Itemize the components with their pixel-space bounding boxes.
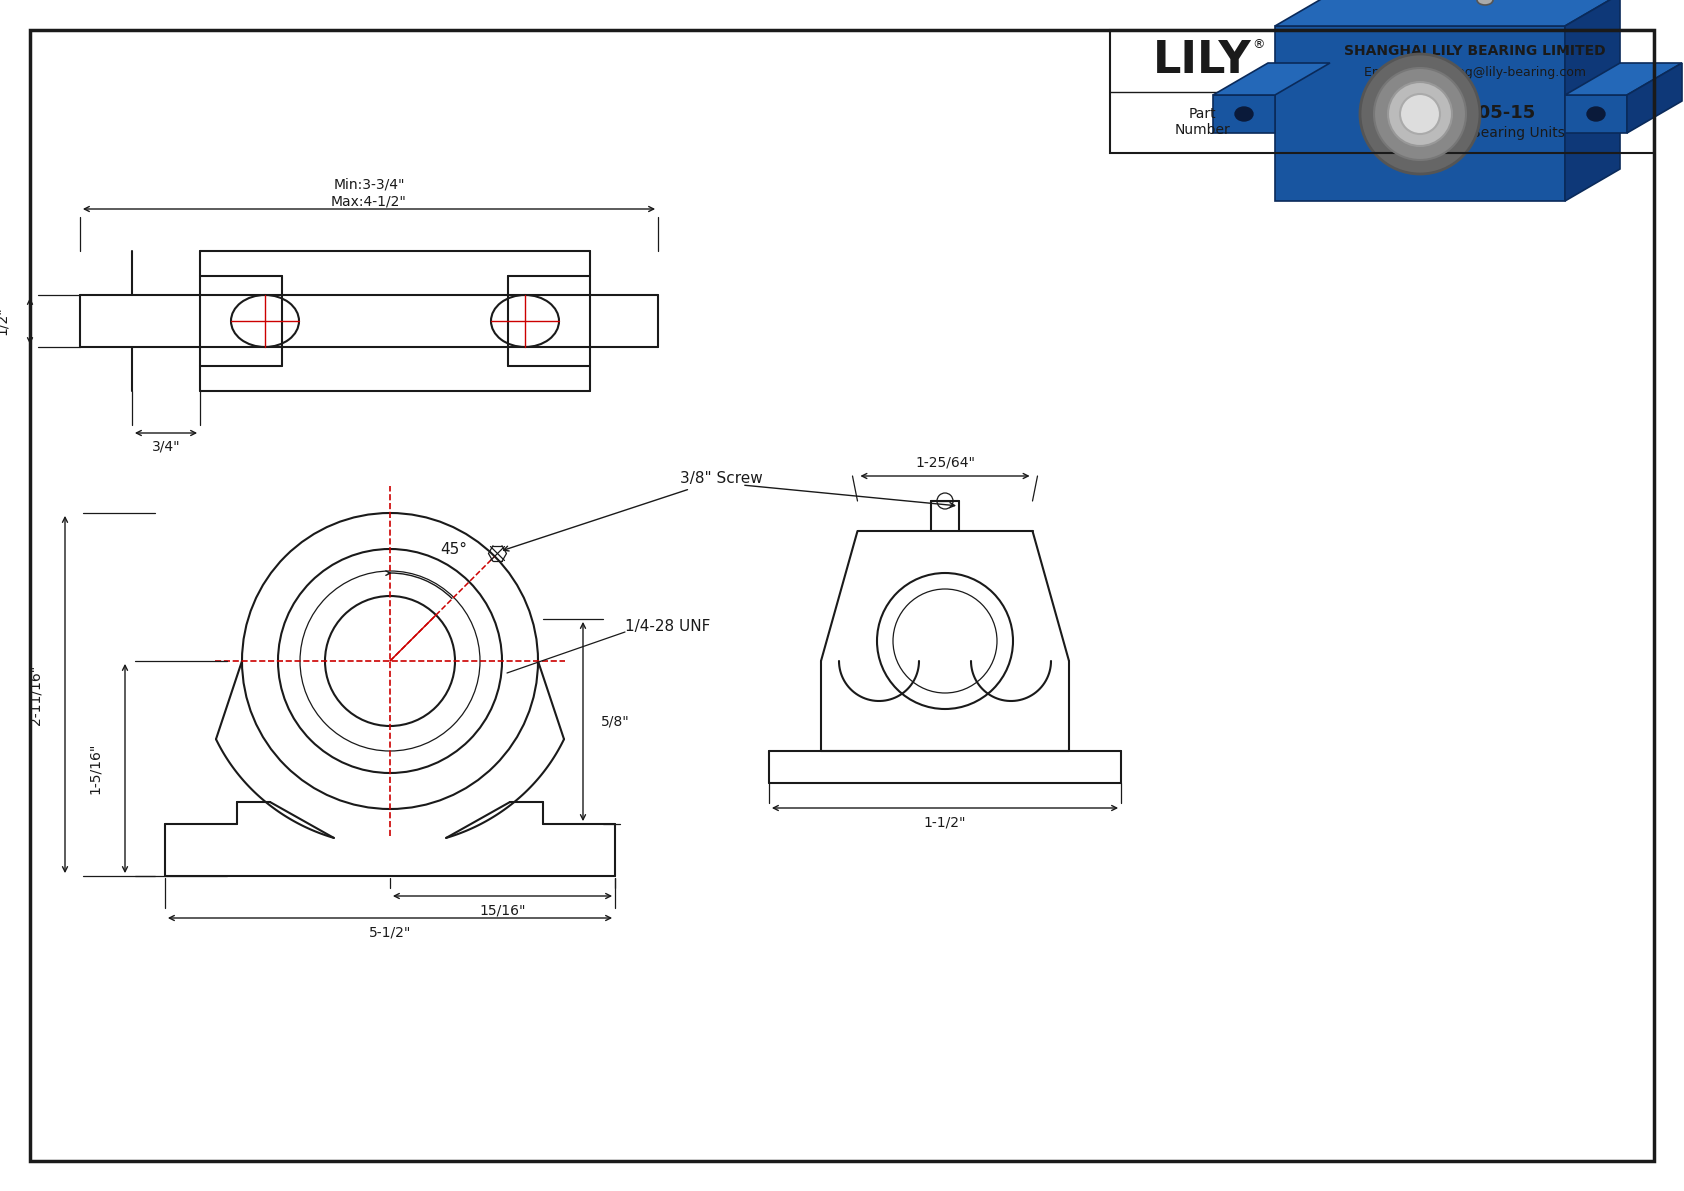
Text: 5/8": 5/8" <box>601 715 630 729</box>
Polygon shape <box>1627 63 1682 133</box>
Polygon shape <box>1212 95 1275 133</box>
Ellipse shape <box>1234 107 1253 121</box>
Polygon shape <box>1275 0 1620 26</box>
Text: 45°: 45° <box>440 542 466 557</box>
Text: Part
Number: Part Number <box>1174 107 1229 137</box>
Ellipse shape <box>1477 0 1494 5</box>
Circle shape <box>1399 94 1440 135</box>
Text: 1/4-28 UNF: 1/4-28 UNF <box>625 618 711 634</box>
Text: UELP205-15: UELP205-15 <box>1415 105 1536 123</box>
Text: 3/8" Screw: 3/8" Screw <box>504 470 763 551</box>
Text: 1-5/16": 1-5/16" <box>88 743 103 794</box>
Text: SHANGHAI LILY BEARING LIMITED: SHANGHAI LILY BEARING LIMITED <box>1344 44 1605 57</box>
Circle shape <box>1374 68 1467 160</box>
Text: Pillow Block Bearing Units: Pillow Block Bearing Units <box>1384 126 1564 141</box>
Text: 3/4": 3/4" <box>152 439 180 454</box>
Text: 2-11/16": 2-11/16" <box>29 665 42 724</box>
Text: 5-1/2": 5-1/2" <box>369 925 411 939</box>
Text: 1/2": 1/2" <box>0 306 8 336</box>
Polygon shape <box>1275 26 1564 201</box>
Text: LILY: LILY <box>1152 39 1251 82</box>
Polygon shape <box>1212 63 1330 95</box>
Text: Email: lilybearing@lily-bearing.com: Email: lilybearing@lily-bearing.com <box>1364 67 1586 80</box>
Polygon shape <box>1564 0 1620 201</box>
Circle shape <box>1361 54 1480 174</box>
Text: 15/16": 15/16" <box>480 903 525 917</box>
Circle shape <box>1388 82 1452 146</box>
Text: 1-25/64": 1-25/64" <box>914 455 975 469</box>
Text: 1-1/2": 1-1/2" <box>925 815 967 829</box>
Text: ®: ® <box>1253 38 1265 51</box>
Ellipse shape <box>1586 107 1605 121</box>
Text: Min:3-3/4"
Max:4-1/2": Min:3-3/4" Max:4-1/2" <box>332 177 408 208</box>
Bar <box>1110 30 1654 152</box>
Polygon shape <box>1564 63 1682 95</box>
Polygon shape <box>1564 95 1627 133</box>
